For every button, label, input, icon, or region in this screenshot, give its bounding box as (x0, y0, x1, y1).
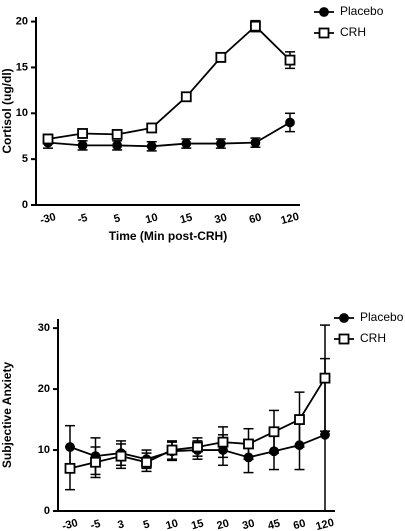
x-tick-label: -5 (89, 518, 102, 531)
data-point (284, 54, 296, 66)
data-point (319, 372, 331, 384)
data-point (90, 456, 101, 468)
data-point (146, 122, 158, 134)
data-point (217, 436, 229, 448)
x-tick-label: -30 (61, 517, 79, 531)
legend-marker (339, 313, 349, 323)
x-tick-label: 45 (267, 518, 282, 531)
y-tick-label: 5 (22, 153, 28, 165)
y-tick-label: 10 (38, 444, 50, 456)
x-tick-label: 60 (248, 212, 263, 227)
y-tick-label: 20 (38, 383, 50, 395)
x-tick-label: 120 (280, 211, 301, 227)
data-point (192, 441, 203, 453)
y-tick-label: 15 (16, 61, 28, 73)
y-tick-label: 20 (16, 15, 28, 27)
legend-marker (319, 7, 329, 17)
data-point (268, 426, 280, 438)
y-axis-label: Cortisol (ug/dl) (0, 68, 14, 153)
x-tick-label: -30 (39, 211, 57, 227)
y-tick-label: 10 (16, 107, 28, 119)
data-point (115, 450, 127, 462)
y-axis-label: Subjective Anxiety (0, 362, 14, 469)
series-line (47, 24, 291, 140)
data-point (250, 20, 261, 32)
data-point (285, 117, 295, 128)
x-tick-label: 3 (116, 518, 125, 531)
data-point (64, 462, 76, 474)
data-point (294, 414, 305, 425)
y-tick-label: 30 (38, 322, 50, 334)
data-point (111, 128, 123, 140)
data-point (181, 138, 192, 149)
x-tick-label: 15 (179, 212, 194, 227)
x-tick-label: 60 (292, 518, 307, 531)
x-tick-label: 30 (213, 212, 228, 227)
x-tick-label: -5 (76, 212, 89, 226)
data-point (250, 137, 261, 148)
x-tick-label: 120 (315, 517, 336, 531)
x-tick-label: 5 (142, 518, 151, 531)
x-tick-label: 10 (144, 212, 159, 227)
data-point (243, 438, 254, 450)
data-point (141, 456, 152, 468)
legend-marker (338, 333, 350, 345)
data-point (42, 133, 54, 145)
series-line (47, 121, 291, 148)
legend-label: Placebo (340, 4, 384, 18)
data-point (320, 429, 330, 440)
y-tick-label: 0 (22, 199, 28, 211)
legend-marker (318, 27, 330, 39)
x-axis-label: Time (Min post-CRH) (109, 229, 227, 243)
data-point (166, 444, 178, 456)
x-tick-label: 30 (241, 518, 256, 531)
data-point (146, 141, 157, 152)
x-tick-label: 20 (216, 518, 231, 531)
data-point (180, 91, 192, 103)
y-tick-label: 0 (44, 505, 50, 517)
data-point (112, 140, 123, 151)
x-tick-label: 10 (165, 518, 180, 531)
legend-label: CRH (360, 331, 386, 345)
data-point (215, 138, 226, 149)
legend-label: CRH (340, 25, 366, 39)
x-tick-label: 5 (113, 212, 122, 225)
x-tick-label: 15 (190, 518, 205, 531)
data-point (77, 140, 88, 151)
data-point (215, 51, 227, 63)
legend-label: Placebo (360, 310, 404, 324)
data-point (77, 128, 88, 139)
